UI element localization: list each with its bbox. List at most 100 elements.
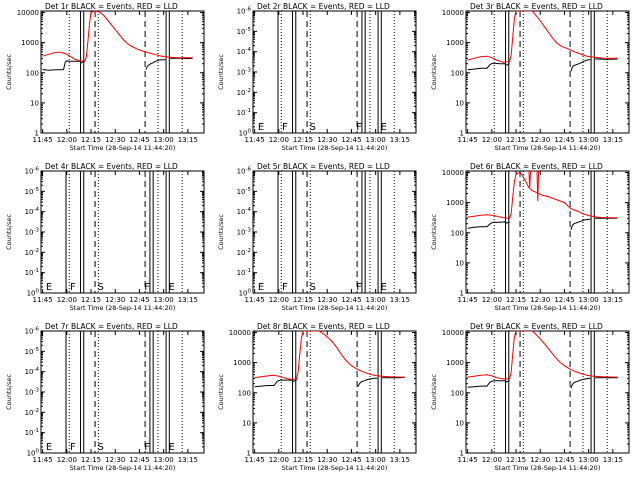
phase-label: S	[309, 282, 315, 293]
phase-label: F	[282, 122, 288, 133]
panel-det-3: Det 3r BLACK = Events, RED = LLD Counts/s…	[430, 2, 630, 152]
x-tick-label: 12:15	[81, 136, 101, 144]
y-tick-label: 1000	[233, 359, 251, 367]
x-tick-label: 11:45	[33, 296, 53, 304]
y-axis-label: Counts/sec	[5, 214, 13, 250]
panel-det-9: Det 9r BLACK = Events, RED = LLD Counts/s…	[430, 322, 630, 472]
panel-title: Det 3r BLACK = Events, RED = LLD	[470, 2, 603, 11]
y-tick-label: 10-5	[25, 187, 40, 196]
x-tick-label: 12:45	[341, 136, 361, 144]
x-tick-label: 13:15	[603, 456, 623, 464]
x-tick-label: 13:00	[154, 296, 174, 304]
y-tick-label: 10-5	[25, 347, 40, 356]
y-tick-label: 1	[35, 130, 39, 138]
y-tick-label: 10000	[17, 9, 39, 17]
x-tick-label: 13:00	[366, 136, 386, 144]
x-tick-label: 11:45	[33, 136, 53, 144]
phase-label: E	[380, 282, 386, 293]
panel-title: Det 9r BLACK = Events, RED = LLD	[470, 322, 603, 331]
y-axis-label: Counts/sec	[217, 214, 225, 250]
series-lld-line	[42, 11, 193, 62]
y-tick-label: 100	[239, 289, 252, 298]
x-tick-label: 12:15	[293, 136, 313, 144]
x-tick-label: 12:00	[57, 296, 77, 304]
x-tick-label: 11:45	[458, 456, 478, 464]
y-tick-label: 10-6	[25, 167, 40, 176]
y-tick-label: 1000	[446, 359, 464, 367]
y-tick-label: 10-2	[237, 88, 251, 97]
series-lld-line	[467, 331, 618, 380]
x-tick-label: 13:00	[154, 456, 174, 464]
y-tick-label: 100	[451, 69, 464, 77]
phase-label: F	[70, 282, 76, 293]
x-tick-label: 12:30	[105, 456, 125, 464]
y-tick-label: 10-5	[237, 187, 252, 196]
y-axis-label: Counts/sec	[217, 54, 225, 90]
x-tick-label: 13:15	[390, 456, 410, 464]
y-tick-label: 1	[460, 290, 464, 298]
y-axis-label: Counts/sec	[217, 374, 225, 410]
series-events-line	[145, 59, 166, 70]
x-tick-label: 12:30	[317, 136, 337, 144]
plot-frame	[465, 10, 630, 134]
x-tick-label: 12:15	[506, 296, 526, 304]
x-tick-label: 12:45	[341, 296, 361, 304]
series-events-line	[467, 221, 510, 229]
panel-title: Det 2r BLACK = Events, RED = LLD	[257, 2, 390, 11]
panel-title: Det 7r BLACK = Events, RED = LLD	[45, 322, 178, 331]
panel-title: Det 5r BLACK = Events, RED = LLD	[257, 162, 390, 171]
phase-label: F	[356, 122, 362, 133]
x-axis-label: Start Time (28-Sep-14 11:44:20)	[282, 144, 388, 152]
x-tick-label: 11:45	[245, 296, 265, 304]
series-lld-line	[467, 171, 618, 219]
y-tick-label: 10	[455, 99, 464, 107]
phase-label: E	[168, 282, 174, 293]
y-tick-label: 10-1	[237, 108, 251, 117]
y-axis-label: Counts/sec	[5, 54, 13, 90]
y-tick-label: 10000	[442, 329, 464, 337]
plot-frame	[252, 10, 417, 134]
phase-label: F	[282, 282, 288, 293]
x-tick-label: 12:30	[317, 456, 337, 464]
y-tick-label: 10	[30, 99, 39, 107]
panel-det-8: Det 8r BLACK = Events, RED = LLD Counts/s…	[217, 322, 417, 472]
phase-label: S	[309, 122, 315, 133]
y-tick-label: 10-3	[237, 228, 252, 237]
x-tick-label: 12:30	[530, 296, 550, 304]
panel-det-4: Det 4r BLACK = Events, RED = LLD Counts/s…	[5, 162, 205, 312]
panel-title: Det 4r BLACK = Events, RED = LLD	[45, 162, 178, 171]
x-tick-label: 12:45	[554, 296, 574, 304]
series-lld-line	[467, 11, 618, 63]
y-tick-label: 10000	[442, 9, 464, 17]
x-tick-label: 13:00	[154, 136, 174, 144]
x-tick-label: 12:30	[105, 136, 125, 144]
x-tick-label: 12:15	[293, 456, 313, 464]
y-tick-label: 10-1	[25, 268, 39, 277]
y-tick-label: 10-1	[237, 268, 251, 277]
phase-label: E	[168, 442, 174, 453]
x-tick-label: 12:15	[506, 136, 526, 144]
x-tick-label: 12:30	[530, 136, 550, 144]
x-tick-label: 12:15	[506, 456, 526, 464]
x-tick-label: 11:45	[33, 456, 53, 464]
x-axis-label: Start Time (28-Sep-14 11:44:20)	[282, 304, 388, 312]
series-lld-line	[528, 171, 532, 188]
x-tick-label: 13:15	[603, 136, 623, 144]
x-tick-label: 12:30	[530, 456, 550, 464]
panel-title: Det 8r BLACK = Events, RED = LLD	[257, 322, 390, 331]
x-tick-label: 12:45	[554, 456, 574, 464]
y-tick-label: 1000	[446, 39, 464, 47]
plot-frame	[465, 330, 630, 454]
x-tick-label: 13:00	[366, 456, 386, 464]
x-tick-label: 13:15	[178, 296, 198, 304]
y-tick-label: 10	[242, 419, 251, 427]
phase-label: F	[70, 442, 76, 453]
x-tick-label: 12:00	[269, 136, 289, 144]
x-tick-label: 12:45	[341, 456, 361, 464]
y-tick-label: 10-4	[237, 207, 252, 216]
y-tick-label: 10-3	[25, 388, 40, 397]
series-events-line	[254, 379, 297, 388]
x-tick-label: 12:45	[554, 136, 574, 144]
x-tick-label: 13:15	[390, 296, 410, 304]
x-tick-label: 13:00	[579, 136, 599, 144]
